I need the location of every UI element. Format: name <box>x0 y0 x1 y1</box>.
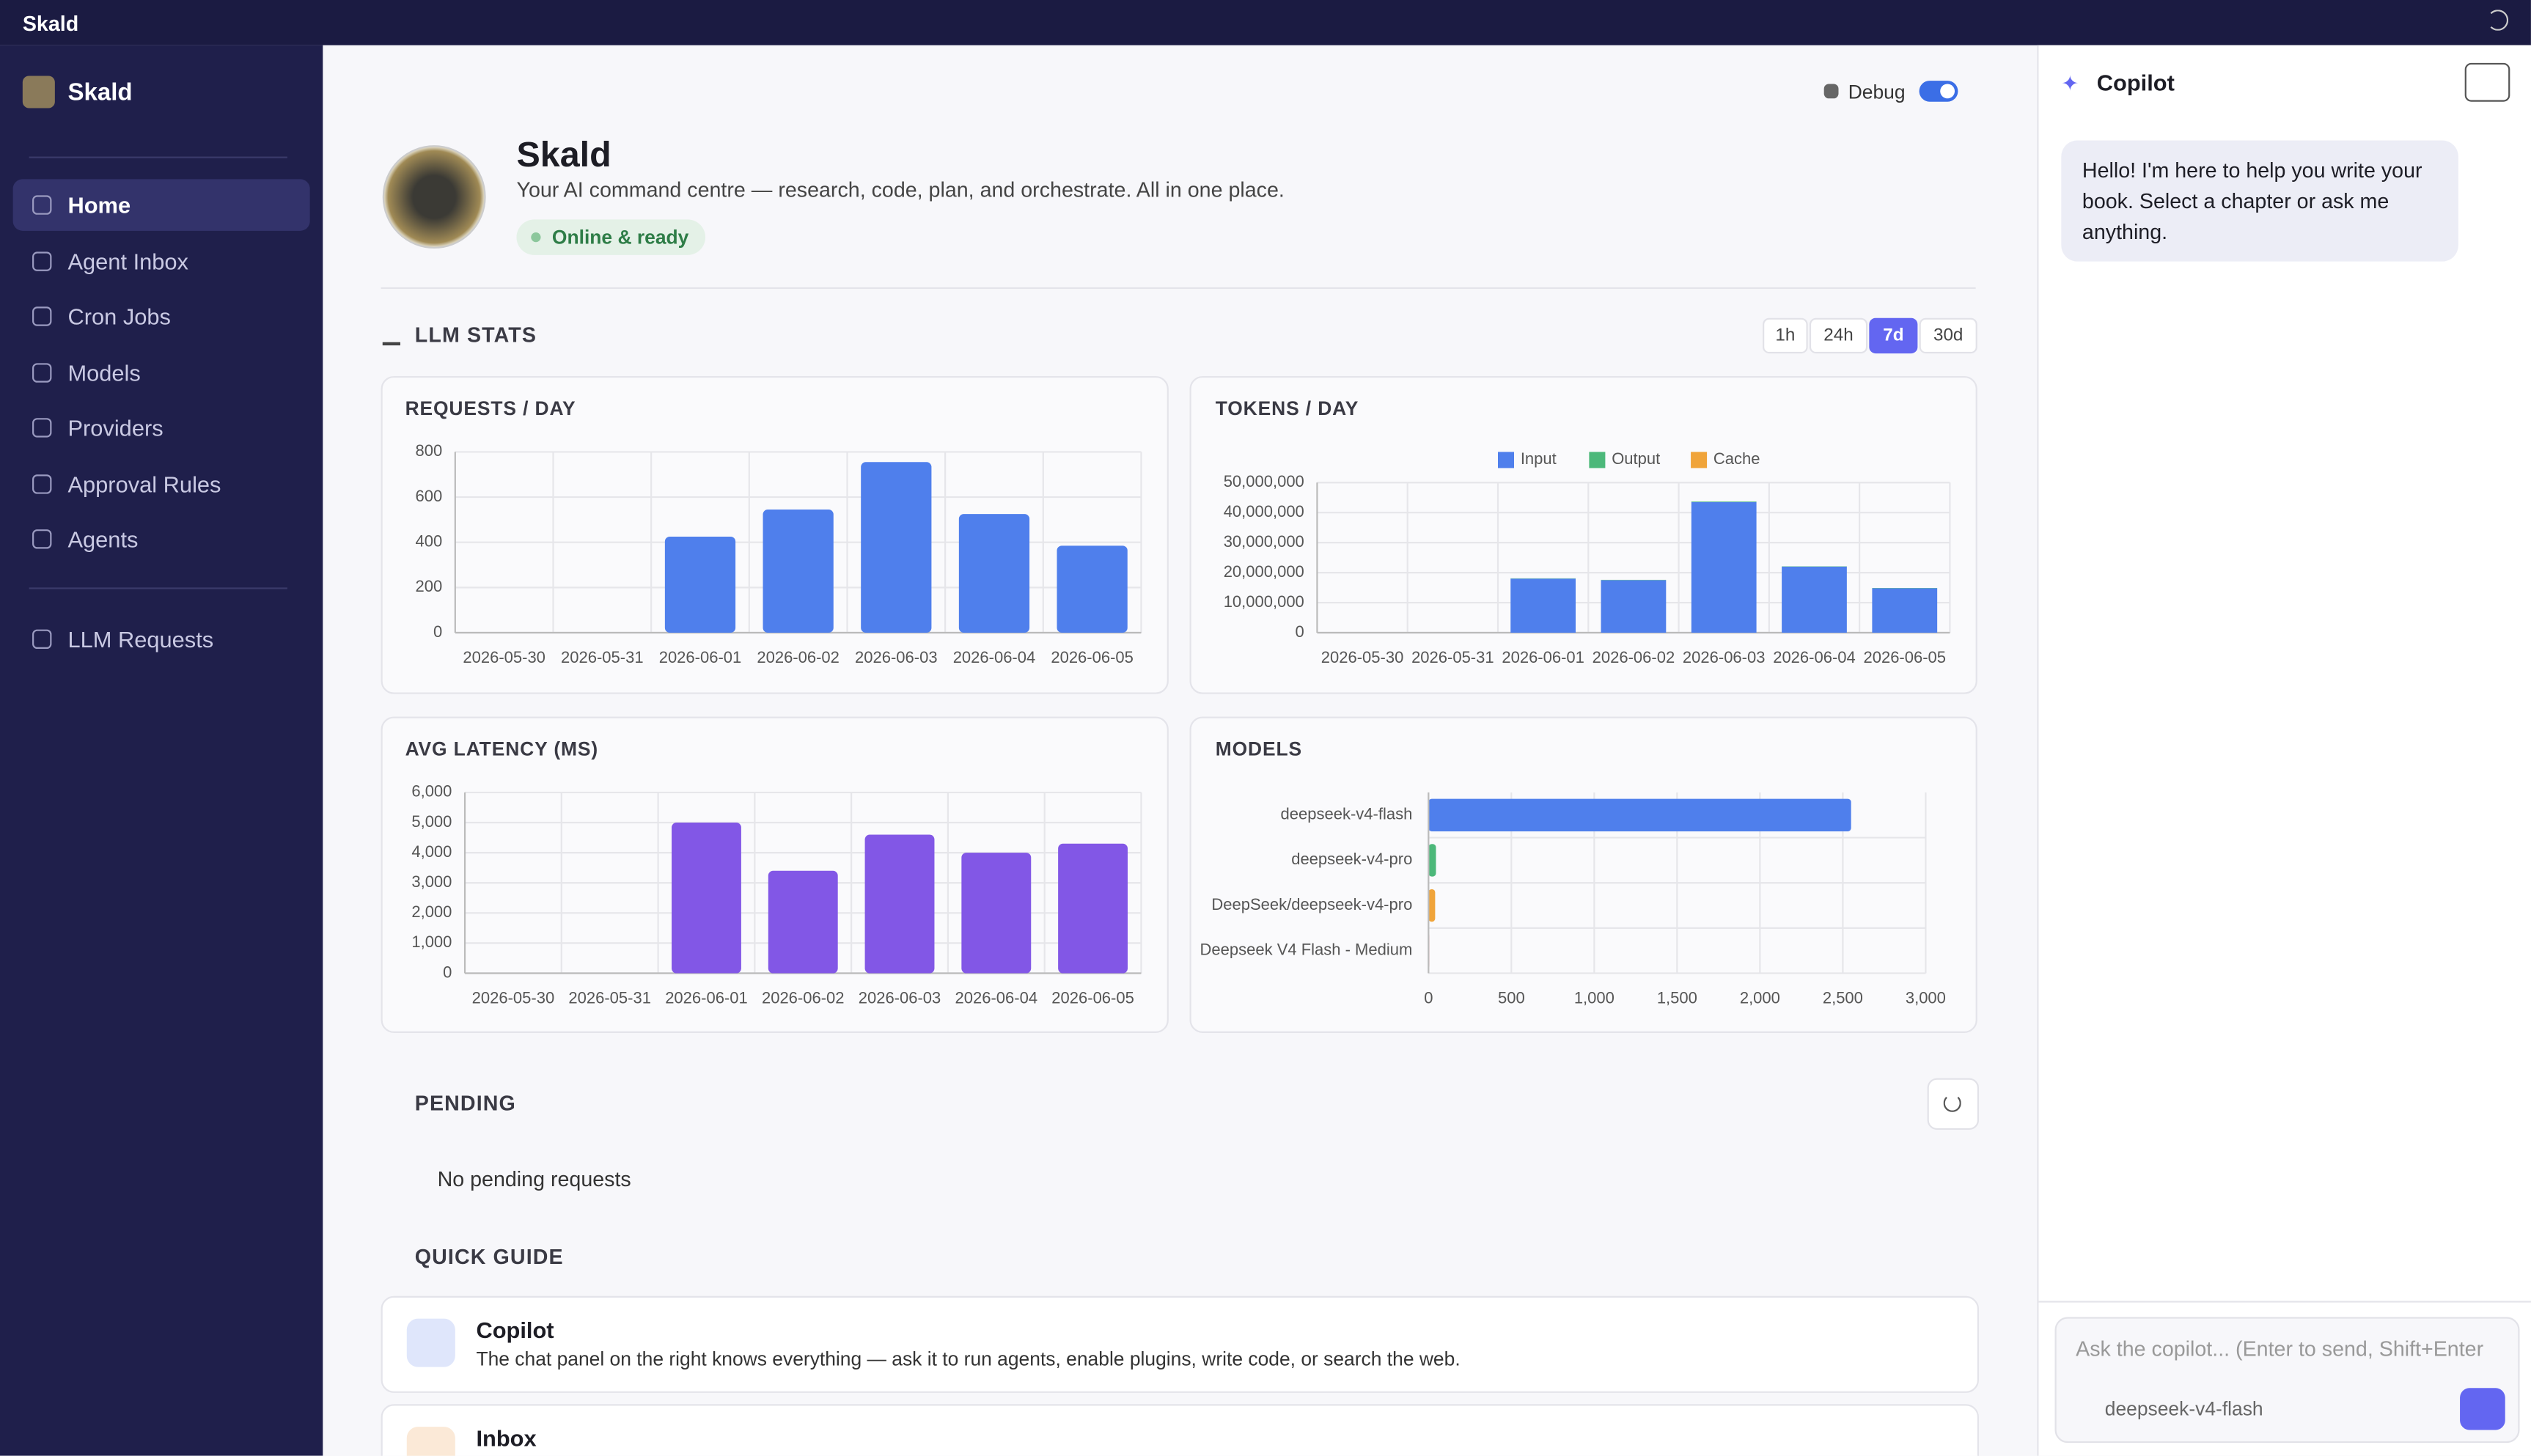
nav-label: Providers <box>67 414 164 441</box>
nav-icon <box>32 306 52 326</box>
sparkle-icon: ✦ <box>2061 70 2079 95</box>
nav-icon <box>32 629 52 650</box>
section-title: LLM STATS <box>414 323 537 348</box>
chat-input[interactable]: Ask the copilot... (Enter to send, Shift… <box>2054 1317 2520 1444</box>
model-select[interactable]: deepseek-v4-flash <box>2104 1397 2263 1421</box>
logo <box>22 76 55 109</box>
chart-card <box>1189 375 1977 694</box>
nav-label: Home <box>67 191 131 218</box>
chart-card <box>381 375 1169 694</box>
nav-icon <box>32 474 52 493</box>
top-bar: Skald <box>0 0 2531 45</box>
nav-icon <box>32 529 52 549</box>
range-button[interactable]: 30d <box>1919 317 1977 354</box>
nav-icon <box>32 418 52 438</box>
nav-icon <box>32 195 52 215</box>
sidebar: Skald Home Agent Inbox Cron Jobs Models Prov… <box>0 45 323 1456</box>
nav-icon <box>32 251 52 271</box>
debug-text: Debug <box>1848 81 1906 103</box>
nav-label: Agent Inbox <box>67 247 188 274</box>
range-button[interactable]: 7d <box>1869 317 1918 354</box>
nav-item[interactable]: LLM Requests <box>13 614 310 665</box>
divider <box>2038 1301 2531 1303</box>
collapse-button[interactable] <box>2464 62 2510 102</box>
nav-label: LLM Requests <box>67 626 214 652</box>
section-title: QUICK GUIDE <box>414 1244 564 1269</box>
nav-item[interactable]: Providers <box>13 402 310 453</box>
nav-label: Models <box>67 359 141 386</box>
guide-icon <box>406 1318 455 1367</box>
section-title: PENDING <box>414 1091 516 1116</box>
chart-card <box>1189 716 1977 1033</box>
theme-toggle[interactable] <box>2487 10 2509 31</box>
app-title: Skald <box>22 11 79 36</box>
guide-card[interactable]: Copilot The chat panel on the right know… <box>381 1295 1980 1393</box>
guide-icon <box>406 1427 455 1456</box>
nav-item[interactable]: Models <box>13 346 310 397</box>
nav-label: Cron Jobs <box>67 303 171 330</box>
divider <box>381 287 1976 290</box>
empty-message: No pending requests <box>437 1166 631 1191</box>
send-button[interactable] <box>2460 1388 2505 1430</box>
nav-item[interactable]: Agents <box>13 513 310 565</box>
debug-toggle[interactable] <box>1919 81 1958 102</box>
nav-item[interactable]: Approval Rules <box>13 457 310 509</box>
stats-icon <box>382 325 400 346</box>
nav-label: Approval Rules <box>67 470 221 496</box>
page-title: Skald <box>516 133 611 174</box>
guide-title: Copilot <box>476 1317 554 1343</box>
range-button[interactable]: 1h <box>1763 317 1808 354</box>
guide-title: Inbox <box>476 1424 537 1452</box>
divider <box>29 156 287 158</box>
status-pill: Online & ready <box>516 219 705 255</box>
placeholder: Ask the copilot... (Enter to send, Shift… <box>2076 1336 2484 1369</box>
brand: Skald <box>67 78 133 107</box>
copilot-title: Copilot <box>2096 69 2175 95</box>
nav-item[interactable]: Cron Jobs <box>13 290 310 342</box>
refresh-button[interactable] <box>1927 1078 1980 1130</box>
guide-text: The chat panel on the right knows everyt… <box>476 1347 1461 1371</box>
nav-icon <box>32 362 52 382</box>
guide-card[interactable]: Inbox <box>381 1404 1980 1456</box>
copilot-panel: Copilot ✦ Hello! I'm here to help you wr… <box>2037 45 2531 1456</box>
avatar <box>382 145 486 249</box>
debug-label: Debug <box>1823 81 1906 103</box>
nav-label: Agents <box>67 526 139 552</box>
nav-item[interactable]: Home <box>12 179 310 231</box>
status-text: Online & ready <box>551 226 689 249</box>
divider <box>29 587 287 589</box>
nav-item[interactable]: Agent Inbox <box>13 235 310 286</box>
chat-message: Hello! I'm here to help you write your b… <box>2061 140 2458 262</box>
subtitle: Your AI command centre — research, code,… <box>516 177 1285 202</box>
chart-card <box>381 716 1169 1033</box>
range-button[interactable]: 24h <box>1809 317 1868 354</box>
